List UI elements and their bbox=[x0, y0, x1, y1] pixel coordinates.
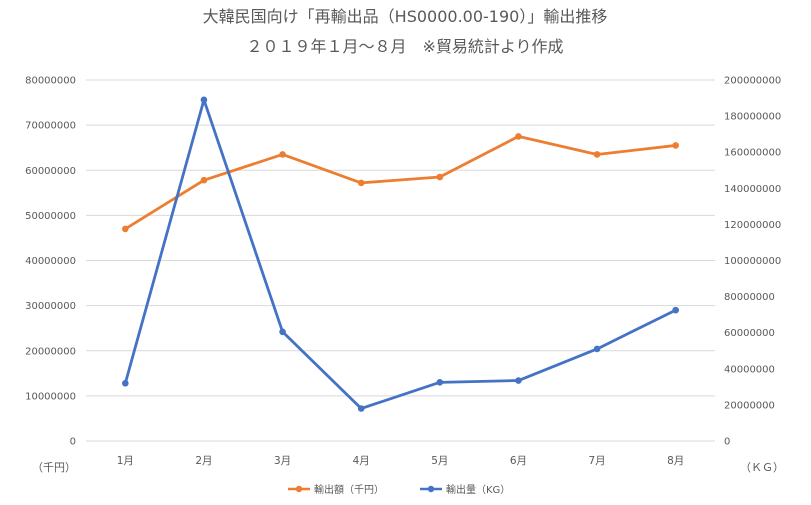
right-axis-tick-label: 100000000 bbox=[724, 256, 781, 267]
right-axis-tick-label: 140000000 bbox=[724, 184, 781, 195]
data-point-export-volume bbox=[672, 306, 679, 314]
chart-title: 大韓民国向け「再輸出品（HS0000.00-190）」輸出推移 bbox=[203, 7, 608, 26]
series-line-export-value bbox=[123, 135, 678, 231]
right-axis-tick-label: 60000000 bbox=[724, 328, 775, 339]
x-axis-category-label: 8月 bbox=[667, 455, 684, 467]
right-axis-unit-label: （ＫＧ） bbox=[740, 461, 784, 474]
data-point-export-value bbox=[436, 173, 444, 181]
data-point-export-volume bbox=[279, 328, 286, 336]
x-axis-category-label: 1月 bbox=[117, 455, 134, 467]
data-point-export-volume bbox=[122, 379, 129, 387]
x-axis-category-label: 3月 bbox=[274, 455, 291, 467]
left-axis-tick-label: 70000000 bbox=[25, 121, 76, 132]
left-axis-ticks: 0 10000000 20000000 30000000 40000000 5000000… bbox=[25, 76, 76, 448]
series-layer bbox=[122, 96, 679, 412]
x-axis-category-label: 5月 bbox=[431, 455, 448, 467]
left-axis-tick-label: 60000000 bbox=[25, 166, 76, 177]
left-axis-unit-label: （千円） bbox=[32, 461, 76, 474]
legend-label-export-value: 輸出額（千円） bbox=[314, 483, 384, 496]
x-axis-category-label: 6月 bbox=[510, 455, 527, 467]
grid-lines bbox=[86, 79, 715, 442]
left-axis-tick-label: 50000000 bbox=[25, 211, 76, 222]
data-point-export-value bbox=[200, 176, 208, 184]
left-axis-tick-label: 0 bbox=[70, 437, 76, 448]
data-point-export-volume bbox=[436, 379, 444, 386]
left-axis-tick-label: 40000000 bbox=[25, 256, 76, 267]
data-point-export-value bbox=[357, 179, 365, 187]
data-point-export-volume bbox=[515, 377, 522, 384]
right-axis-tick-label: 120000000 bbox=[724, 220, 781, 231]
x-axis-category-label: 7月 bbox=[588, 455, 605, 467]
data-point-export-value bbox=[515, 133, 522, 140]
right-axis-tick-label: 80000000 bbox=[724, 292, 775, 303]
data-point-export-volume bbox=[357, 405, 365, 412]
right-axis-tick-label: 20000000 bbox=[724, 400, 775, 411]
x-axis-category-label: 4月 bbox=[353, 455, 370, 467]
legend-marker-export-value bbox=[295, 485, 303, 493]
right-axis-ticks: 0 20000000 40000000 60000000 80000000 1000000… bbox=[724, 76, 781, 448]
data-point-export-value bbox=[593, 151, 601, 158]
data-point-export-value bbox=[122, 225, 129, 233]
data-point-export-volume bbox=[593, 345, 601, 353]
legend-marker-export-volume bbox=[427, 485, 435, 493]
chart-subtitle: ２０１９年１月～８月 ※貿易統計より作成 bbox=[246, 37, 563, 56]
left-axis-tick-label: 80000000 bbox=[25, 76, 76, 87]
data-point-export-value bbox=[279, 151, 286, 158]
data-point-export-value bbox=[672, 142, 679, 149]
left-axis-tick-label: 30000000 bbox=[25, 301, 76, 312]
x-axis-category-label: 2月 bbox=[195, 455, 212, 467]
right-axis-tick-label: 0 bbox=[724, 437, 730, 448]
legend-label-export-volume: 輸出量（KG） bbox=[446, 483, 510, 496]
series-line-export-volume bbox=[123, 98, 678, 410]
legend: 輸出額（千円） 輸出量（KG） bbox=[288, 483, 510, 496]
right-axis-tick-label: 180000000 bbox=[724, 112, 781, 123]
legend-item-export-volume: 輸出量（KG） bbox=[420, 483, 510, 496]
right-axis-tick-label: 160000000 bbox=[724, 148, 781, 159]
left-axis-tick-label: 20000000 bbox=[25, 346, 76, 357]
legend-item-export-value: 輸出額（千円） bbox=[288, 483, 384, 496]
left-axis-tick-label: 10000000 bbox=[25, 391, 76, 402]
right-axis-tick-label: 200000000 bbox=[724, 76, 781, 87]
right-axis-tick-label: 40000000 bbox=[724, 364, 775, 375]
category-labels: 1月 2月 3月 4月 5月 6月 7月 8月 bbox=[117, 455, 685, 467]
data-point-export-volume bbox=[200, 96, 208, 104]
